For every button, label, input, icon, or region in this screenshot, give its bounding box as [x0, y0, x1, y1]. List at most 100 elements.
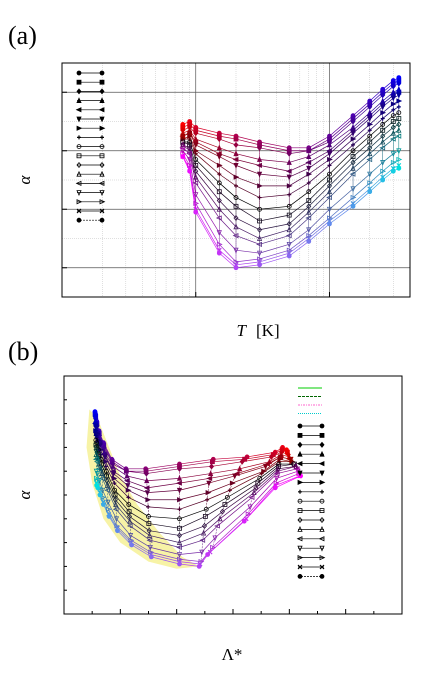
plot-a-data-point	[193, 168, 199, 175]
plot-a-data-point	[233, 150, 239, 157]
plot-a-data-point	[286, 220, 292, 227]
plot-b-ticks	[63, 375, 403, 615]
plot-b-series-lines	[94, 411, 301, 567]
plot-a-data-point	[327, 177, 332, 183]
plot-a-data-point	[380, 138, 386, 145]
plot-b-data-point	[232, 473, 238, 480]
plot-a-series-line-segment	[195, 159, 220, 184]
plot-b-data-point	[259, 471, 264, 476]
plot-b-series-line-segment	[179, 551, 202, 555]
plot-a-series-line-segment	[235, 249, 260, 254]
plot-a-data-point	[367, 189, 373, 195]
plot-b-data-point	[219, 508, 225, 515]
plot-a-series-line-segment	[195, 171, 220, 201]
plot-a-series-line-segment	[289, 167, 309, 178]
plot-a-series-line-segment	[259, 144, 290, 152]
plot-b-legend-marker	[318, 536, 325, 542]
plot-a-series-line-segment	[329, 173, 354, 198]
plot-b-data-point	[277, 459, 282, 464]
plot-a-legend-marker	[98, 180, 105, 187]
plot-a-data-point	[192, 180, 199, 186]
plot-a-data-point	[380, 122, 386, 127]
plot-a-data-point	[286, 226, 292, 233]
plot-b-series-line-segment	[222, 487, 257, 512]
plot-a-series-line-segment	[235, 217, 260, 231]
plot-a-data-point	[380, 92, 386, 99]
plot-a-series-line-segment	[289, 162, 309, 172]
plot-b-series-line-segment	[150, 547, 180, 555]
plot-b-data-point	[146, 532, 153, 538]
plot-b-data-point	[94, 483, 100, 488]
plot-b-legend-marker	[297, 564, 303, 570]
plot-b-legend-marker	[319, 554, 326, 561]
plot-a-series-line-segment	[352, 124, 370, 140]
plot-b-data-point	[176, 480, 182, 486]
plot-b-legend-marker	[319, 450, 325, 457]
plot-a-series-line-segment	[308, 159, 330, 175]
plot-a-data-point	[367, 171, 373, 178]
plot-a-data-point	[396, 104, 401, 109]
plot-b-series-line-segment	[179, 561, 201, 565]
plot-b-series-line-segment	[263, 459, 281, 472]
plot-a-series-line-segment	[259, 205, 290, 210]
plot-a-data-point	[186, 151, 193, 157]
plot-a-series-line-segment	[352, 188, 370, 204]
plot-a-data-point	[327, 171, 332, 177]
plot-a-series-line-segment	[308, 138, 330, 152]
plot-a-data-point	[327, 156, 333, 163]
plot-b-isotherm-segment	[203, 525, 205, 534]
plot-a-data-point	[216, 230, 222, 237]
plot-a-series-line-segment	[259, 235, 290, 245]
plot-a-ylabel: α	[15, 174, 34, 184]
plot-a-series-line-segment	[259, 165, 290, 172]
plot-b-series-line-segment	[127, 489, 148, 501]
plot-a-series-line-segment	[329, 127, 354, 146]
plot-b-series-line-segment	[208, 475, 235, 484]
plot-a-series-line-segment	[195, 182, 220, 219]
plot-a-series-line-segment	[329, 130, 354, 152]
plot-b-data-point	[124, 478, 130, 484]
plot-a-series-line-segment	[219, 232, 237, 251]
plot-a-series-line-segment	[259, 141, 290, 149]
plot-a-series-line-segment	[195, 203, 220, 245]
plot-a-data-point	[327, 221, 332, 227]
panel-a-label: (a)	[8, 21, 37, 50]
plot-a-series-line-segment	[352, 112, 370, 128]
plot-a-data-point	[187, 137, 192, 142]
plot-a-data-point	[390, 159, 397, 166]
plot-b-series-line-segment	[150, 551, 180, 560]
plot-b-series-line-segment	[108, 516, 118, 531]
plot-a-series-line-segment	[219, 173, 237, 187]
plot-a-data-point	[306, 198, 312, 203]
plot-a-series-line-segment	[219, 165, 237, 178]
plot-b-series-line-segment	[179, 558, 201, 562]
plot-b-data-point	[143, 485, 150, 491]
plot-a-series-line-segment	[329, 150, 354, 175]
plot-b-data-point	[208, 470, 214, 476]
plot-a-legend-marker	[99, 153, 105, 159]
plot-b-data-point	[145, 497, 152, 503]
plot-a-series-line-segment	[259, 223, 290, 231]
plot-a-series-line-segment	[259, 147, 290, 155]
plot-a-data-point	[233, 223, 239, 230]
plot-b-data-point	[209, 463, 215, 470]
plot-a-data-point	[306, 153, 312, 160]
plot-a-data-point	[380, 177, 386, 183]
plot-b-series-line-segment	[128, 511, 150, 524]
plot-a-data-point	[193, 192, 199, 198]
plot-b-data-point	[94, 435, 99, 440]
plot-a-data-point	[233, 265, 239, 271]
plot-a-series-line-segment	[195, 144, 220, 157]
plot-a-data-point	[305, 215, 312, 221]
plot-a-data-point	[306, 208, 312, 215]
plot-b-series-line-segment	[112, 466, 128, 477]
plot-a-series-line-segment	[195, 150, 220, 166]
plot-a-data-point	[180, 154, 186, 160]
plot-a-data-point	[233, 141, 239, 148]
plot-a-series-line-segment	[219, 138, 237, 146]
plot-a-series-line-segment	[259, 249, 290, 260]
plot-a-legend-marker	[99, 208, 105, 214]
plot-b-series-line-segment	[229, 473, 262, 491]
plot-a-series-line-segment	[289, 229, 309, 245]
plot-b-data-point	[148, 554, 154, 560]
